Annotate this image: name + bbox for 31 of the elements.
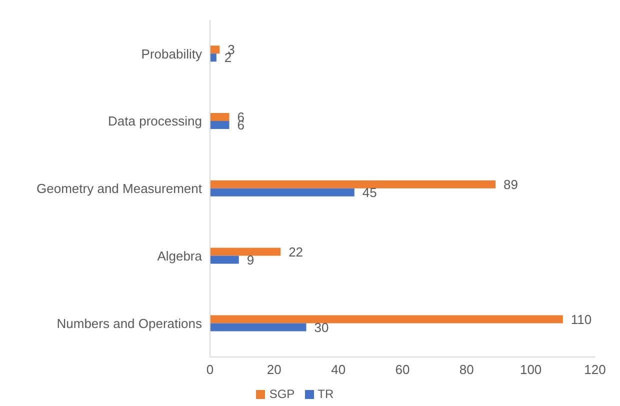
bar xyxy=(210,180,496,188)
y-tick-label: Numbers and Operations xyxy=(56,316,202,331)
x-tick-label: 60 xyxy=(395,362,410,378)
data-label: 2 xyxy=(224,50,232,66)
x-tick-label: 100 xyxy=(520,362,542,378)
data-label: 110 xyxy=(570,312,592,327)
x-tick-label: 80 xyxy=(459,362,474,378)
bar xyxy=(210,188,354,196)
data-label: 45 xyxy=(362,185,377,200)
legend-label: SGP xyxy=(269,387,295,401)
y-tick-label: Geometry and Measurement xyxy=(36,181,202,196)
legend-label: TR xyxy=(318,387,334,401)
x-tick-label: 20 xyxy=(266,362,282,378)
bar xyxy=(210,54,216,62)
bar xyxy=(210,315,563,324)
bar xyxy=(210,248,281,256)
bar xyxy=(210,113,230,122)
bar xyxy=(210,121,230,130)
data-label: 89 xyxy=(504,177,518,192)
y-tick-label: Algebra xyxy=(157,248,203,264)
x-tick-label: 0 xyxy=(206,362,214,378)
bar xyxy=(210,256,239,264)
bar xyxy=(210,46,220,54)
x-tick-label: 120 xyxy=(584,362,606,378)
data-label: 9 xyxy=(246,252,254,268)
data-label: 30 xyxy=(314,320,329,335)
bar xyxy=(210,323,306,332)
y-tick-label: Data processing xyxy=(108,114,202,129)
x-tick-label: 40 xyxy=(331,362,346,378)
y-tick-label: Probability xyxy=(141,46,202,62)
data-label: 22 xyxy=(288,244,304,260)
